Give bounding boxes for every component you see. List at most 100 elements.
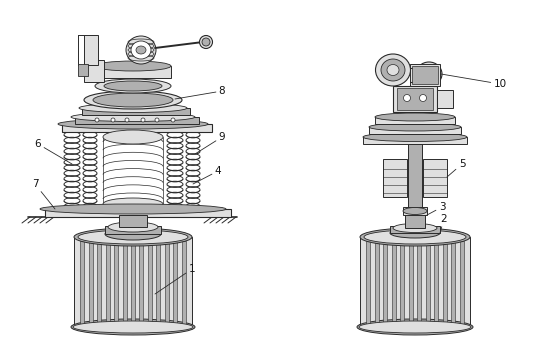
Text: 9: 9 — [195, 132, 225, 154]
Bar — [426, 241, 430, 327]
Bar — [106, 241, 110, 327]
Bar — [45, 209, 231, 217]
Bar — [74, 237, 192, 327]
Ellipse shape — [390, 228, 440, 238]
Bar — [78, 64, 88, 76]
Ellipse shape — [425, 71, 433, 78]
Ellipse shape — [364, 230, 466, 244]
Bar — [119, 215, 147, 227]
Bar — [84, 35, 98, 65]
Bar — [403, 207, 427, 215]
Bar — [410, 64, 440, 86]
Ellipse shape — [403, 207, 427, 215]
Ellipse shape — [369, 123, 461, 131]
Bar — [84, 60, 104, 82]
Bar — [390, 226, 440, 233]
Text: 3: 3 — [427, 202, 445, 215]
Text: 5: 5 — [447, 159, 465, 177]
Bar — [89, 241, 93, 327]
Bar — [437, 90, 453, 108]
Bar — [405, 214, 425, 228]
Bar — [384, 241, 388, 327]
Bar — [181, 241, 185, 327]
Ellipse shape — [95, 79, 171, 93]
Text: 7: 7 — [32, 179, 55, 209]
Bar — [375, 117, 455, 124]
Bar — [363, 137, 467, 144]
Ellipse shape — [78, 230, 188, 244]
Bar — [451, 241, 455, 327]
Ellipse shape — [141, 118, 145, 122]
Ellipse shape — [136, 46, 146, 54]
Text: 10: 10 — [441, 74, 507, 89]
Ellipse shape — [71, 113, 195, 121]
Text: 1: 1 — [155, 264, 195, 294]
Bar — [156, 241, 160, 327]
Ellipse shape — [131, 41, 151, 59]
Ellipse shape — [360, 228, 470, 246]
Ellipse shape — [421, 66, 437, 81]
Bar — [123, 241, 127, 327]
Bar — [369, 127, 461, 134]
Bar — [62, 124, 212, 132]
Text: 2: 2 — [440, 214, 447, 233]
Ellipse shape — [58, 119, 208, 129]
Bar — [148, 241, 152, 327]
Bar — [412, 66, 438, 84]
Ellipse shape — [104, 81, 162, 91]
Ellipse shape — [79, 103, 187, 113]
Text: 6: 6 — [35, 139, 72, 164]
Bar — [95, 66, 171, 78]
Ellipse shape — [199, 36, 212, 48]
Ellipse shape — [111, 118, 115, 122]
Ellipse shape — [419, 95, 427, 101]
Bar — [434, 241, 438, 327]
Bar — [97, 241, 101, 327]
Bar — [366, 241, 371, 327]
Ellipse shape — [71, 319, 195, 335]
Ellipse shape — [103, 130, 163, 144]
Ellipse shape — [155, 118, 159, 122]
Ellipse shape — [375, 113, 455, 121]
Bar — [131, 241, 135, 327]
Bar — [165, 241, 169, 327]
Bar — [82, 108, 190, 115]
Bar — [173, 241, 177, 327]
Bar — [139, 241, 143, 327]
Ellipse shape — [202, 38, 210, 46]
Ellipse shape — [376, 54, 410, 86]
Ellipse shape — [381, 59, 405, 81]
Ellipse shape — [84, 91, 182, 109]
Bar — [375, 241, 379, 327]
Ellipse shape — [105, 228, 161, 240]
Ellipse shape — [359, 321, 471, 333]
Ellipse shape — [103, 198, 163, 210]
Ellipse shape — [108, 222, 158, 232]
Bar — [383, 159, 407, 197]
Text: 4: 4 — [193, 166, 221, 184]
Ellipse shape — [74, 228, 192, 246]
Bar — [409, 241, 413, 327]
Bar — [392, 241, 396, 327]
Ellipse shape — [95, 118, 99, 122]
Bar — [397, 88, 433, 110]
Ellipse shape — [95, 61, 171, 71]
Ellipse shape — [126, 36, 156, 64]
Ellipse shape — [404, 95, 410, 101]
Ellipse shape — [125, 118, 129, 122]
Bar — [417, 241, 421, 327]
Bar — [408, 144, 422, 207]
Ellipse shape — [93, 93, 173, 107]
Bar — [75, 117, 199, 124]
Bar — [393, 86, 437, 112]
Bar — [114, 241, 118, 327]
Bar — [423, 159, 447, 197]
Text: 8: 8 — [175, 86, 225, 99]
Ellipse shape — [40, 204, 226, 214]
Ellipse shape — [357, 319, 473, 335]
Bar — [81, 241, 85, 327]
Bar — [360, 237, 470, 327]
Ellipse shape — [393, 223, 437, 233]
Ellipse shape — [416, 62, 442, 86]
Ellipse shape — [171, 118, 175, 122]
